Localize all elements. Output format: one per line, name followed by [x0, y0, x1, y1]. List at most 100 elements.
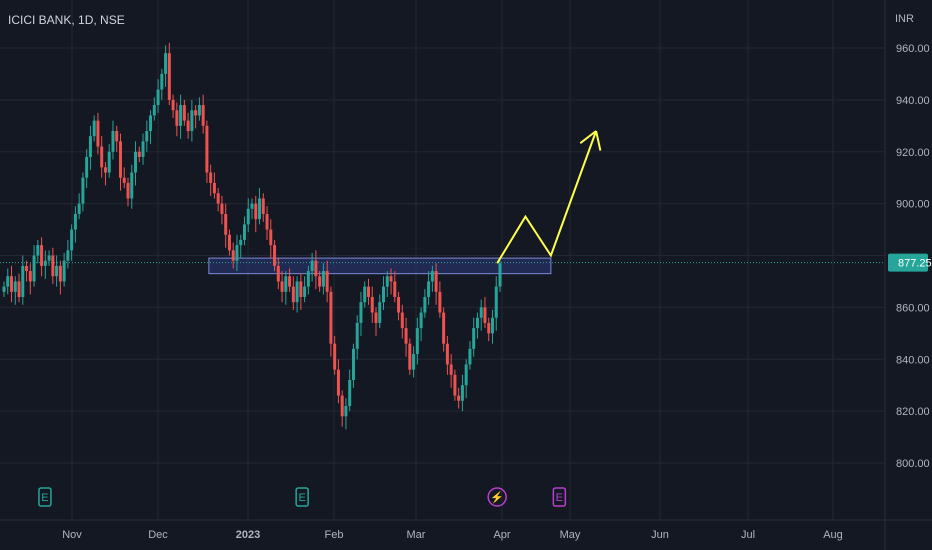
candle-body: [389, 276, 393, 282]
candle-body: [100, 146, 104, 168]
candle-body: [130, 172, 134, 199]
candle-body: [175, 110, 179, 126]
candle-body: [348, 380, 352, 406]
candle-body: [273, 245, 277, 266]
candle-body: [107, 151, 111, 173]
candle-body: [449, 364, 453, 375]
last-price-badge: 877.25: [888, 253, 932, 272]
candle-body: [363, 286, 367, 303]
projection-path: [496, 130, 598, 264]
candle-body: [134, 151, 138, 173]
candle-body: [62, 260, 66, 282]
candle-body: [419, 312, 423, 329]
candle-body: [70, 229, 74, 251]
candle-body: [460, 385, 464, 401]
y-tick-label: 860.00: [896, 302, 930, 314]
earnings-marker: [295, 487, 309, 507]
candle-body: [269, 229, 273, 246]
candle-body: [212, 182, 216, 194]
candle-body: [321, 271, 325, 287]
candle-body: [246, 208, 250, 225]
candle-body: [423, 297, 427, 313]
candle-body: [182, 105, 186, 121]
candle-body: [483, 307, 487, 323]
candle-body: [250, 203, 254, 209]
candle-body: [122, 177, 126, 183]
candle-body: [374, 312, 378, 323]
candle-body: [224, 214, 228, 235]
candle-body: [167, 53, 171, 100]
candle-body: [235, 245, 239, 261]
candle-body: [318, 276, 322, 287]
candle-body: [468, 348, 472, 365]
candle-body: [344, 405, 348, 417]
candle-body: [197, 105, 201, 116]
event-marker-label: ⚡: [490, 491, 504, 504]
candle-body: [51, 255, 55, 277]
x-tick-label: Aug: [823, 529, 843, 541]
candle-body: [258, 198, 262, 220]
y-tick-label: 940.00: [896, 95, 930, 107]
candle-body: [194, 110, 198, 116]
last-price-badge-bg: [888, 253, 928, 272]
projection-arrowhead: [595, 130, 602, 151]
candle-body: [442, 312, 446, 344]
y-tick-label: 900.00: [896, 199, 930, 211]
candle-body: [276, 265, 280, 282]
candle-body: [2, 286, 6, 292]
candle-body: [77, 203, 81, 214]
candle-body: [96, 120, 100, 147]
candle-body: [479, 307, 483, 318]
candle-body: [47, 255, 51, 261]
candles: [2, 42, 502, 430]
candle-body: [295, 281, 299, 303]
candle-body: [314, 260, 318, 277]
candle-body: [288, 276, 292, 287]
candle-body: [408, 343, 412, 370]
candle-body: [498, 263, 502, 287]
candle-body: [475, 317, 479, 329]
candle-body: [494, 286, 498, 318]
candle-body: [227, 234, 231, 251]
y-tick-label: 960.00: [896, 43, 930, 55]
candle-body: [351, 348, 355, 380]
candle-body: [145, 131, 149, 142]
candle-body: [393, 281, 397, 297]
candle-body: [164, 53, 168, 74]
candle-body: [137, 151, 141, 157]
candle-body: [103, 167, 107, 173]
candle-body: [216, 193, 220, 204]
candle-body: [299, 281, 303, 297]
earnings-marker: [38, 487, 52, 507]
candle-body: [415, 328, 419, 355]
candle-body: [115, 131, 119, 142]
candle-body: [205, 125, 209, 173]
candle-body: [231, 250, 235, 261]
candle-body: [412, 354, 416, 370]
y-tick-label: 920.00: [896, 147, 930, 159]
last-price-label: 877.25: [898, 258, 932, 270]
candle-body: [284, 276, 288, 292]
candle-body: [36, 245, 40, 256]
symbol-title: ICICI BANK, 1D, NSE: [8, 13, 125, 27]
candle-body: [378, 302, 382, 323]
candle-body: [280, 281, 284, 292]
candle-body: [152, 105, 156, 116]
candle-body: [220, 203, 224, 214]
candle-body: [85, 156, 89, 178]
candle-body: [160, 73, 164, 90]
candle-body: [190, 110, 194, 131]
y-tick-label: 800.00: [896, 458, 930, 470]
candle-body: [397, 297, 401, 313]
candle-body: [28, 271, 32, 282]
candle-body: [340, 395, 344, 417]
candle-body: [306, 271, 310, 287]
candle-body: [239, 239, 243, 246]
candle-body: [55, 265, 59, 277]
projection-layer: [496, 130, 602, 264]
y-tick-label: 840.00: [896, 354, 930, 366]
candle-body: [66, 250, 70, 261]
x-tick-label: Jul: [741, 529, 755, 541]
